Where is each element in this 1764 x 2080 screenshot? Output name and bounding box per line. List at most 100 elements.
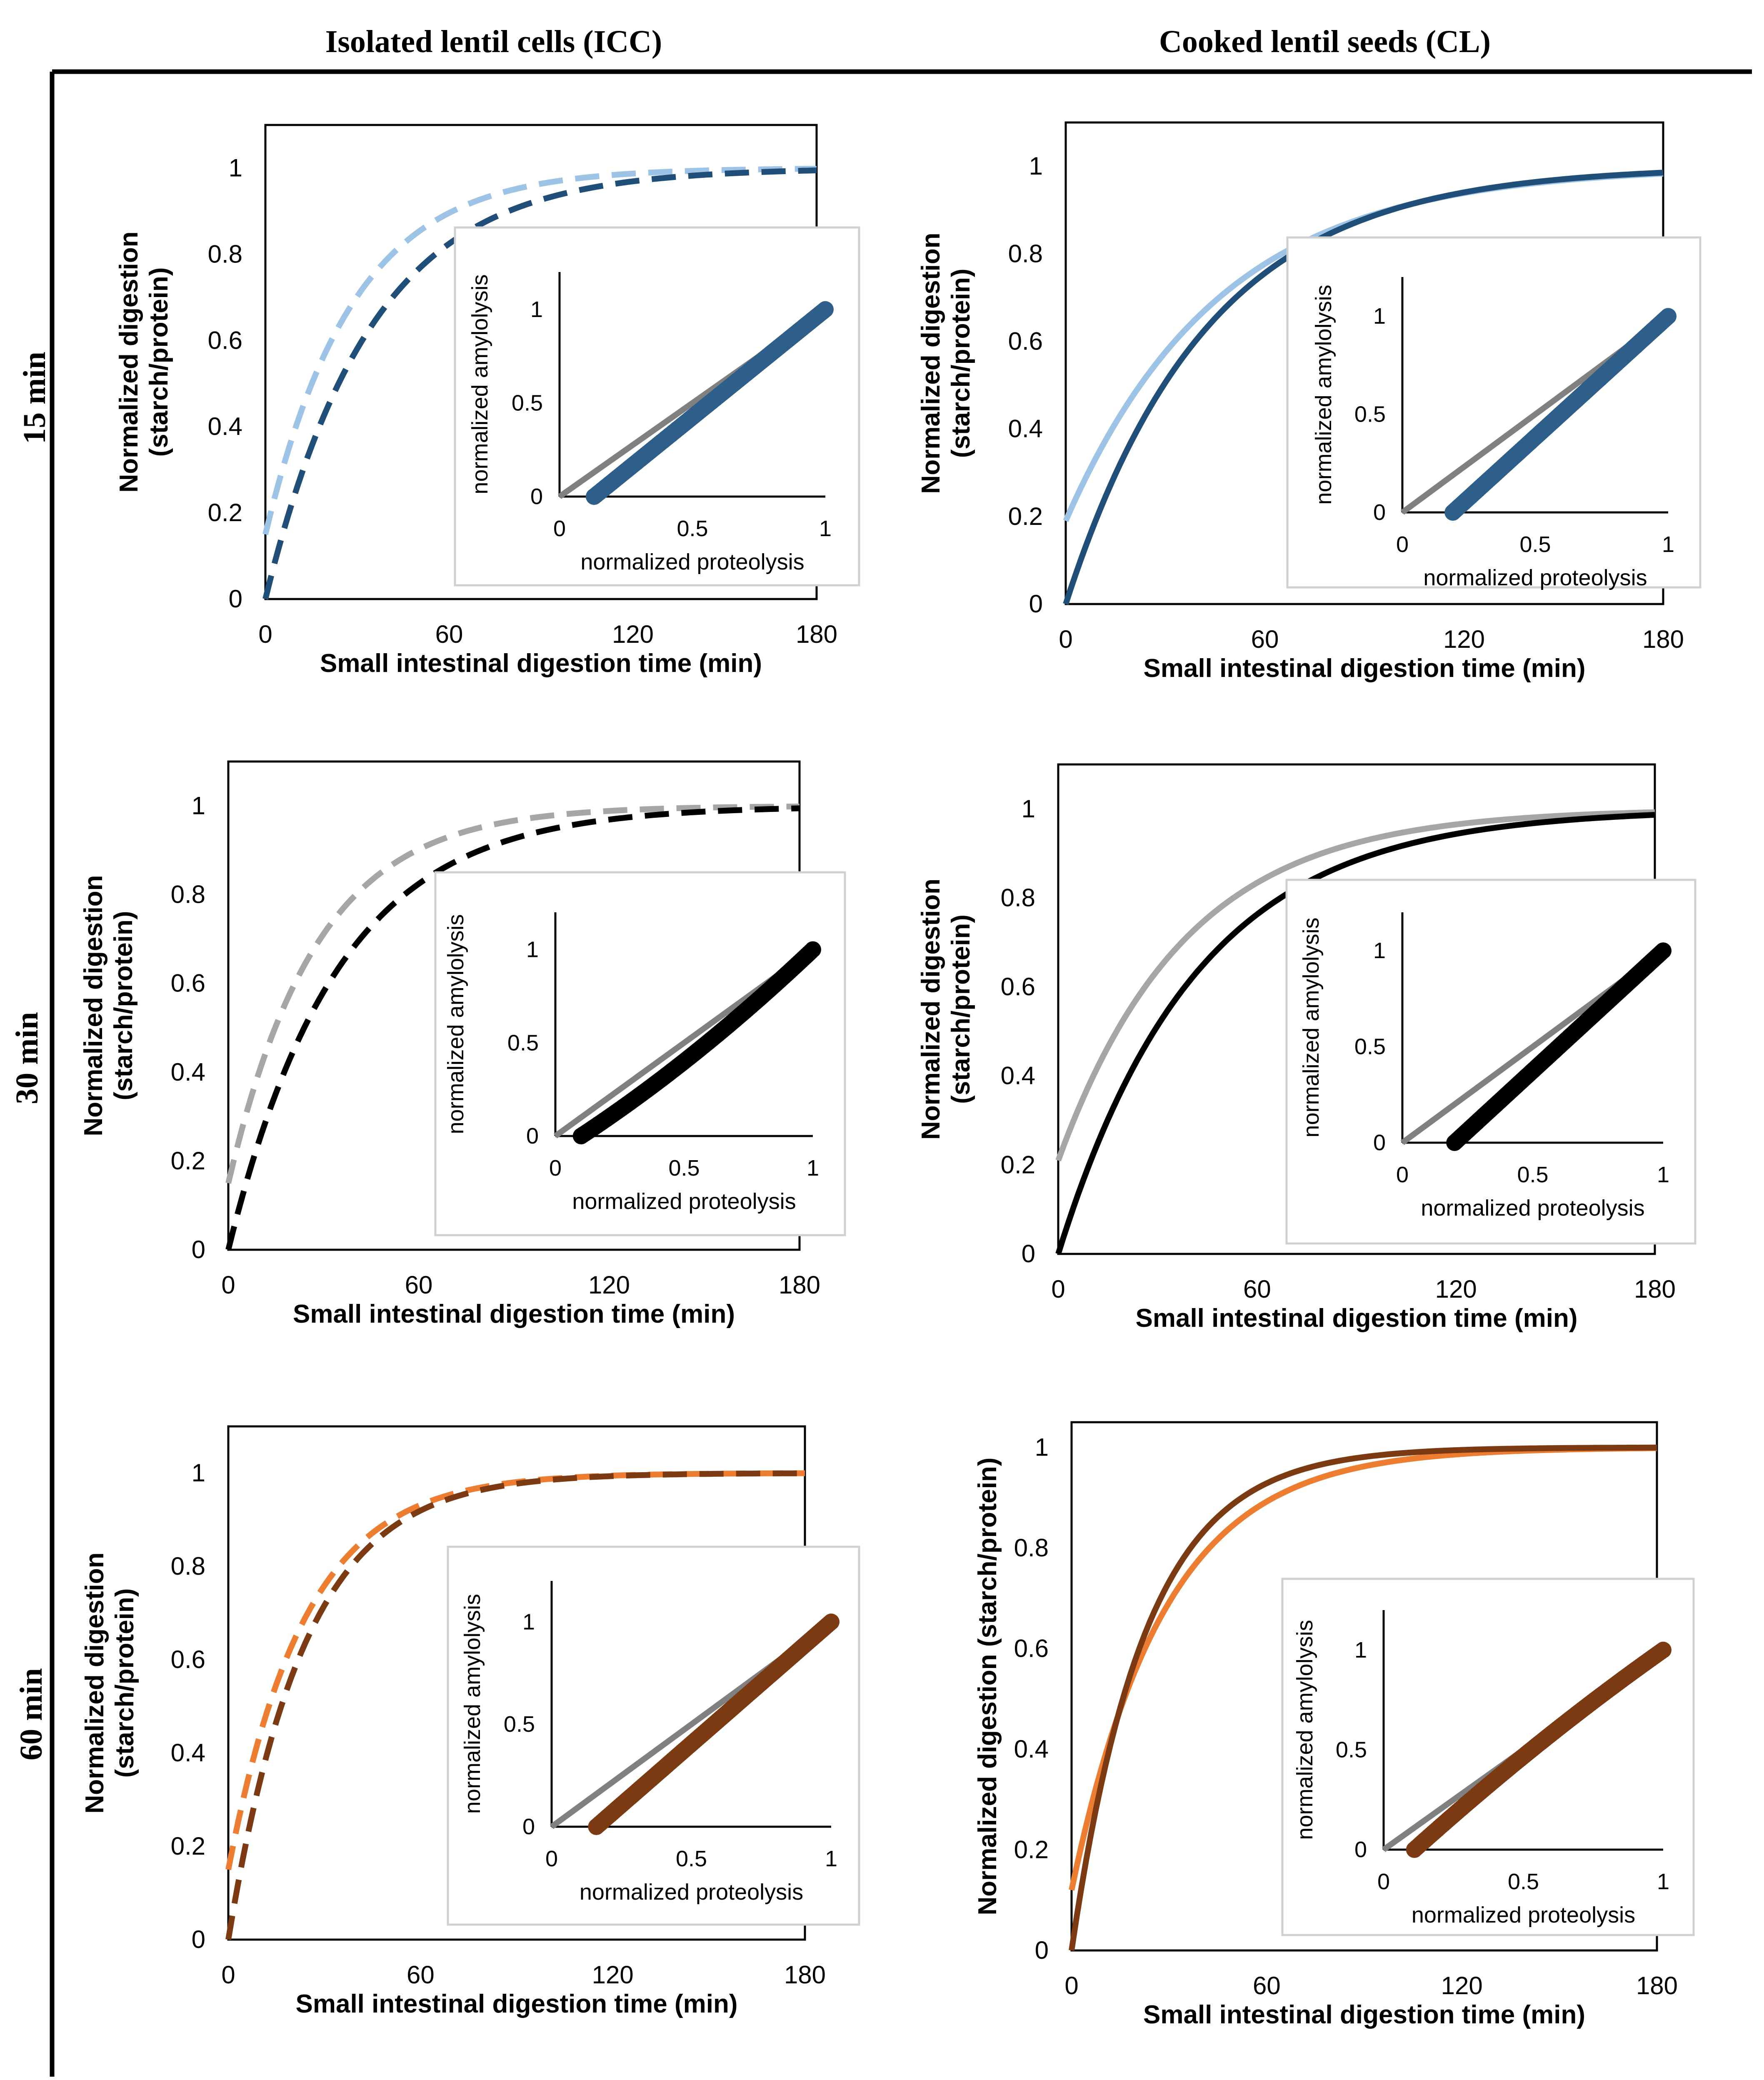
x-tick-label: 120	[588, 1271, 630, 1299]
series-proteolysis	[225, 803, 800, 1184]
inset-scatter-point	[817, 301, 834, 318]
inset-y-axis-title: normalized amylolysis	[1292, 1620, 1317, 1840]
inset-scatter-point	[823, 1613, 840, 1631]
series-amylolysis	[1055, 812, 1655, 1255]
y-tick-label: 1	[229, 154, 242, 182]
inset-x-tick-label: 1	[825, 1846, 837, 1871]
inset-y-axis-title: normalized amylolysis	[443, 914, 468, 1134]
inset-x-tick-label: 0.5	[676, 1846, 707, 1871]
inset-x-axis-title: normalized proteolysis	[1412, 1903, 1635, 1928]
y-axis-title-line1: Normalized digestion	[80, 1553, 109, 1814]
inset-box	[1285, 879, 1697, 1245]
inset-x-tick-label: 0	[1377, 1869, 1390, 1894]
y-tick-label: 1	[192, 1459, 205, 1487]
chart-icc-15: 0 0.2 0.4 0.6 0.8 1 0 60 120 180 Small intestinal …	[115, 124, 860, 678]
inset-scatter-point	[1660, 308, 1677, 325]
y-tick-label: 0	[229, 585, 242, 613]
y-tick-label: 1	[192, 792, 205, 820]
inset-x-tick-label: 0.5	[1508, 1869, 1539, 1894]
inset-y-tick-label: 0	[530, 484, 543, 509]
y-tick-label: 0.2	[1001, 1151, 1035, 1179]
inset-icc-15: 0 0.5 1 0 0.5 1 normalized proteolysis normaliz…	[454, 226, 860, 587]
inset-y-tick-label: 1	[1354, 1638, 1367, 1663]
y-tick-label: 0.2	[1008, 502, 1043, 530]
y-tick-label: 0.4	[171, 1739, 205, 1767]
chart-icc-30: 0 0.2 0.4 0.6 0.8 1 0 60 120 180 Small intestinal …	[79, 760, 846, 1328]
x-tick-label: 180	[779, 1271, 820, 1299]
y-tick-label: 1	[1022, 795, 1035, 823]
x-tick-label: 60	[407, 1961, 435, 1989]
inset-y-tick-label: 0	[1373, 500, 1386, 525]
y-tick-label: 0	[192, 1236, 205, 1263]
y-tick-label: 1	[1029, 152, 1043, 180]
inset-x-axis-title: normalized proteolysis	[1421, 1196, 1644, 1221]
inset-x-axis-title: normalized proteolysis	[580, 1880, 803, 1905]
series-amylolysis	[1063, 170, 1664, 605]
inset-x-tick-label: 1	[1662, 532, 1674, 557]
series-amylolysis	[225, 805, 800, 1251]
x-tick-label: 180	[796, 620, 837, 648]
y-axis-title-line1: Normalized digestion	[917, 233, 945, 494]
inset-x-tick-label: 0	[553, 516, 566, 541]
inset-cl-15: 0 0.5 1 0 0.5 1 normalized proteolysis normaliz…	[1286, 236, 1702, 590]
inset-y-tick-label: 0	[526, 1124, 539, 1149]
x-tick-label: 60	[1251, 625, 1279, 653]
column-title-icc: Isolated lentil cells (ICC)	[325, 24, 662, 59]
inset-y-tick-label: 1	[526, 937, 539, 962]
inset-y-tick-label: 1	[1373, 304, 1386, 329]
series-amylolysis	[262, 167, 817, 600]
inset-x-tick-label: 0.5	[1517, 1162, 1548, 1187]
x-tick-label: 120	[1441, 1972, 1483, 2000]
inset-y-tick-label: 1	[1373, 938, 1386, 963]
inset-x-tick-label: 0	[549, 1156, 562, 1181]
inset-x-tick-label: 0.5	[677, 516, 708, 541]
x-tick-label: 120	[1443, 625, 1485, 653]
x-tick-label: 0	[1051, 1275, 1065, 1303]
x-axis-title: Small intestinal digestion time (min)	[293, 1300, 735, 1328]
series-amylolysis	[1069, 1444, 1657, 1951]
inset-box	[454, 226, 860, 587]
series-proteolysis	[262, 166, 817, 535]
inset-y-axis-title: normalized amylolysis	[1311, 285, 1336, 504]
inset-y-axis-title: normalized amylolysis	[1299, 917, 1324, 1137]
y-tick-label: 0.4	[208, 412, 242, 440]
x-axis-title: Small intestinal digestion time (min)	[1135, 1304, 1577, 1333]
inset-y-tick-label: 0	[522, 1814, 535, 1839]
inset-x-tick-label: 0	[1396, 1162, 1409, 1187]
y-tick-label: 0.6	[171, 969, 205, 997]
column-title-cl: Cooked lentil seeds (CL)	[1159, 24, 1491, 59]
x-tick-label: 60	[1253, 1972, 1281, 2000]
y-tick-label: 0.2	[171, 1832, 205, 1860]
x-tick-label: 0	[1059, 625, 1072, 653]
y-axis-title-line2: (starch/protein)	[947, 269, 975, 458]
inset-y-tick-label: 0.5	[512, 390, 543, 415]
y-tick-label: 0	[1022, 1240, 1035, 1268]
y-tick-label: 0.6	[208, 326, 242, 354]
x-axis-title: Small intestinal digestion time (min)	[320, 649, 762, 678]
y-tick-label: 0.8	[171, 881, 205, 909]
series-amylolysis	[225, 1470, 805, 1940]
inset-x-tick-label: 0	[1396, 532, 1409, 557]
row-label-30: 30 min	[10, 1012, 45, 1104]
inset-x-tick-label: 1	[807, 1156, 819, 1181]
y-axis-title-line2: (starch/protein)	[947, 914, 975, 1104]
inset-y-tick-label: 0	[1373, 1130, 1386, 1155]
inset-icc-30: 0 0.5 1 0 0.5 1 normalized proteolysis normaliz…	[434, 871, 846, 1236]
x-tick-label: 60	[1243, 1275, 1271, 1303]
inset-x-axis-title: normalized proteolysis	[572, 1189, 796, 1214]
x-tick-label: 120	[1435, 1275, 1477, 1303]
y-tick-label: 0.8	[208, 240, 242, 268]
inset-y-tick-label: 0.5	[1354, 402, 1386, 427]
inset-box	[447, 1546, 860, 1926]
x-tick-label: 180	[1636, 1972, 1678, 2000]
y-tick-label: 0.6	[1014, 1634, 1049, 1662]
x-axis-title: Small intestinal digestion time (min)	[1143, 654, 1585, 683]
x-axis-title: Small intestinal digestion time (min)	[1143, 2000, 1585, 2029]
inset-cl-30: 0 0.5 1 0 0.5 1 normalized proteolysis normaliz…	[1285, 879, 1697, 1245]
inset-y-tick-label: 0.5	[1336, 1737, 1367, 1762]
x-tick-label: 180	[784, 1961, 826, 1989]
inset-x-tick-label: 1	[819, 516, 832, 541]
y-tick-label: 0	[1029, 590, 1043, 618]
inset-y-tick-label: 0.5	[507, 1030, 539, 1055]
